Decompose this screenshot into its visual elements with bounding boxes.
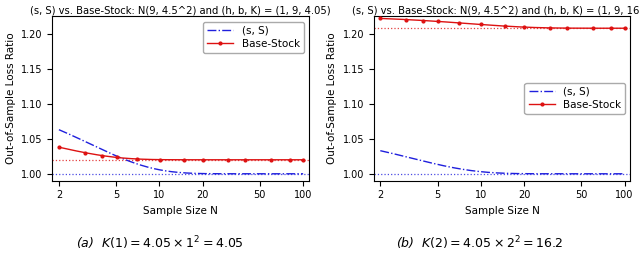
Base-Stock	[100, 154, 108, 158]
Base-Stock	[376, 17, 384, 20]
(s, S)	[278, 172, 286, 175]
Base-Stock	[288, 158, 296, 161]
(s, S)	[300, 172, 307, 175]
Line: (s, S): (s, S)	[380, 151, 625, 174]
(s, S)	[287, 172, 294, 175]
Base-Stock	[600, 27, 607, 30]
(s, S)	[70, 135, 77, 138]
Base-Stock	[70, 149, 77, 152]
(s, S)	[391, 152, 399, 156]
(s, S)	[609, 172, 616, 175]
Base-Stock	[422, 19, 429, 22]
Base-Stock	[442, 20, 449, 23]
Base-Stock	[621, 27, 628, 30]
Base-Stock	[387, 17, 394, 21]
Text: (a)  $K(1) = 4.05 \times 1^2 = 4.05$: (a) $K(1) = 4.05 \times 1^2 = 4.05$	[76, 234, 244, 252]
(s, S)	[65, 132, 72, 136]
(s, S)	[600, 172, 607, 175]
Line: Base-Stock: Base-Stock	[58, 146, 305, 161]
(s, S)	[376, 149, 384, 152]
Y-axis label: Out-of-Sample Loss Ratio: Out-of-Sample Loss Ratio	[327, 33, 337, 164]
Base-Stock	[280, 158, 287, 161]
Base-Stock	[120, 156, 128, 160]
(s, S)	[422, 160, 429, 163]
X-axis label: Sample Size N: Sample Size N	[143, 206, 218, 216]
Base-Stock	[270, 158, 278, 161]
Text: (b)  $K(2) = 4.05 \times 2^2 = 16.2$: (b) $K(2) = 4.05 \times 2^2 = 16.2$	[396, 234, 564, 252]
Base-Stock	[55, 146, 63, 149]
(s, S)	[621, 172, 628, 175]
Base-Stock	[609, 27, 616, 30]
Legend: (s, S), Base-Stock: (s, S), Base-Stock	[203, 22, 304, 53]
Y-axis label: Out-of-Sample Loss Ratio: Out-of-Sample Loss Ratio	[6, 33, 15, 164]
Base-Stock	[300, 158, 307, 161]
Line: (s, S): (s, S)	[59, 130, 303, 174]
Title: (s, S) vs. Base-Stock: N(9, 4.5^2) and (h, b, K) = (1, 9, 4.05): (s, S) vs. Base-Stock: N(9, 4.5^2) and (…	[31, 6, 331, 15]
(s, S)	[387, 151, 394, 155]
(s, S)	[442, 164, 449, 168]
(s, S)	[55, 128, 63, 131]
Base-Stock	[65, 148, 72, 151]
Legend: (s, S), Base-Stock: (s, S), Base-Stock	[524, 83, 625, 114]
Line: Base-Stock: Base-Stock	[379, 17, 626, 30]
(s, S)	[100, 149, 108, 152]
X-axis label: Sample Size N: Sample Size N	[465, 206, 540, 216]
Title: (s, S) vs. Base-Stock: N(9, 4.5^2) and (h, b, K) = (1, 9, 16.2): (s, S) vs. Base-Stock: N(9, 4.5^2) and (…	[351, 6, 640, 15]
(s, S)	[120, 158, 128, 161]
Base-Stock	[391, 17, 399, 21]
